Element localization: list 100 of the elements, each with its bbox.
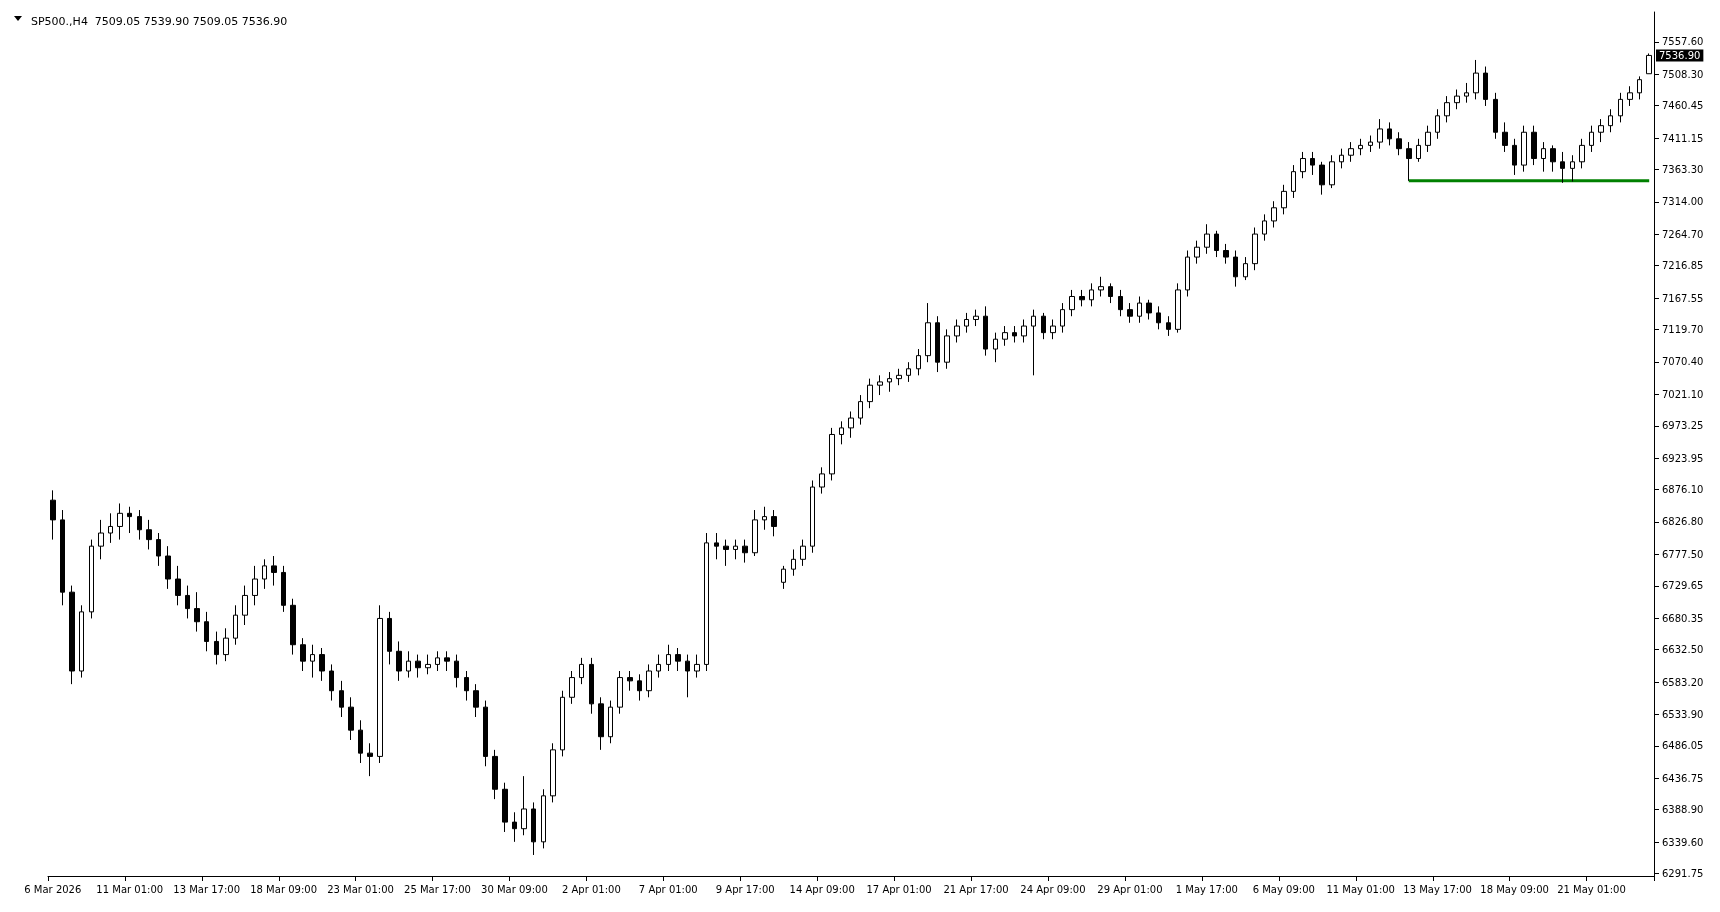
candlestick — [733, 539, 738, 560]
candlestick — [541, 788, 546, 849]
candlestick — [656, 654, 661, 679]
candlestick — [896, 368, 902, 386]
candlestick — [521, 775, 527, 836]
candlestick — [704, 532, 709, 672]
candlestick — [791, 548, 796, 577]
candlestick — [1098, 276, 1104, 297]
candlestick — [1339, 148, 1344, 169]
candlestick — [1271, 200, 1277, 229]
candlestick — [69, 585, 75, 685]
candlestick — [1396, 131, 1402, 156]
candlestick — [646, 663, 652, 698]
candlestick — [964, 312, 969, 334]
candlestick — [531, 801, 536, 856]
candlestick — [887, 371, 892, 393]
candlestick — [108, 512, 113, 544]
candlestick — [916, 348, 921, 376]
candlestick — [1079, 289, 1085, 307]
candlestick — [454, 654, 459, 688]
candlestick — [579, 657, 584, 685]
candlestick — [50, 489, 56, 541]
candlestick — [60, 509, 65, 606]
candlestick — [194, 591, 200, 633]
candlestick — [694, 654, 700, 679]
candlestick — [1300, 151, 1306, 179]
text: 7536.90 — [1659, 49, 1701, 61]
candlestick — [1204, 223, 1210, 255]
candlestick — [550, 742, 556, 803]
candlestick — [300, 637, 306, 672]
candlestick — [925, 302, 931, 363]
candlestick — [1348, 141, 1354, 163]
candlestick — [1108, 282, 1113, 304]
candlestick — [223, 627, 229, 662]
y-tick-label: 7070.40 — [1662, 356, 1704, 368]
candlestick — [146, 519, 152, 550]
candlestick — [492, 749, 498, 800]
y-tick-label: 6436.75 — [1662, 772, 1704, 784]
candlestick — [1502, 121, 1508, 153]
candlestick — [1281, 184, 1287, 215]
y-tick-label: 7460.45 — [1662, 100, 1704, 112]
y-tick-label: 6339.60 — [1662, 836, 1704, 848]
candlestick — [1243, 256, 1248, 281]
candlestick — [1377, 118, 1383, 150]
candlestick — [598, 696, 604, 751]
chart-title: SP500.,H4 7509.05 7539.90 7509.05 7536.90 — [31, 15, 288, 28]
x-tick-label: 21 May 01:00 — [1557, 883, 1626, 895]
candlestick — [983, 305, 988, 357]
y-tick-label: 6876.10 — [1662, 484, 1704, 496]
candlestick — [425, 654, 431, 675]
candlestick — [944, 328, 950, 370]
candlestick — [435, 650, 440, 672]
y-tick-label: 6680.35 — [1662, 612, 1704, 624]
y-tick-label: 6486.05 — [1662, 740, 1704, 752]
y-tick-label: 7508.30 — [1662, 68, 1704, 80]
candlestick — [473, 683, 479, 718]
candlestick — [1060, 302, 1065, 334]
candlestick — [1425, 125, 1431, 153]
candlestick — [1521, 125, 1527, 173]
candlestick — [1118, 289, 1123, 317]
candlestick — [1358, 138, 1363, 156]
candlestick — [1387, 121, 1392, 146]
candlestick — [993, 332, 998, 363]
candlestick — [1464, 82, 1469, 104]
candlestick — [1050, 318, 1056, 340]
candlestick — [685, 654, 690, 698]
candlestick — [1252, 227, 1258, 271]
candlestick — [1194, 240, 1200, 265]
candlestick — [1541, 141, 1546, 173]
x-tick-label: 7 Apr 01:00 — [638, 883, 698, 895]
x-tick-label: 29 Apr 01:00 — [1097, 883, 1163, 895]
y-tick-label: 6923.95 — [1662, 452, 1704, 464]
y-tick-label: 7411.15 — [1662, 132, 1704, 144]
candlestick — [1589, 125, 1594, 153]
candlestick — [329, 663, 334, 702]
candlestick — [271, 555, 277, 587]
candlestick — [1137, 296, 1142, 324]
candlestick — [242, 585, 248, 626]
candlestick — [569, 670, 575, 705]
y-tick-label: 6826.80 — [1662, 516, 1704, 528]
candlestick — [637, 673, 642, 702]
candlestick — [444, 650, 450, 672]
candlestick — [358, 719, 363, 764]
candlestick — [1291, 164, 1296, 199]
candlestick — [483, 700, 488, 767]
y-tick-label: 6291.75 — [1662, 868, 1704, 880]
x-tick-label: 11 May 01:00 — [1326, 883, 1395, 895]
candlestick — [723, 539, 729, 567]
candlestick — [848, 410, 854, 439]
candlestick — [1262, 213, 1267, 242]
candlestick — [1166, 315, 1171, 337]
candlestick — [204, 611, 209, 652]
candlestick — [310, 644, 315, 679]
candlestick — [1002, 325, 1008, 347]
candlestick — [252, 565, 258, 606]
candlestick — [1444, 95, 1450, 123]
candlestick — [781, 565, 786, 590]
candlestick — [415, 654, 421, 679]
candlestick — [117, 502, 123, 541]
candlestick — [262, 558, 267, 590]
